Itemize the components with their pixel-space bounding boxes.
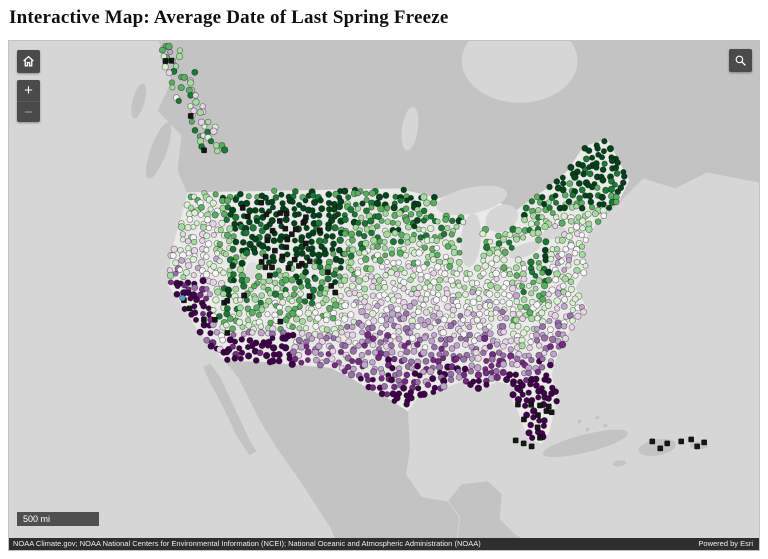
zoom-control: + − bbox=[17, 80, 40, 122]
powered-by-esri[interactable]: Powered by Esri bbox=[698, 539, 753, 548]
home-button[interactable] bbox=[17, 50, 40, 73]
zoom-in-button[interactable]: + bbox=[24, 82, 33, 99]
home-icon bbox=[23, 55, 34, 67]
page-title: Interactive Map: Average Date of Last Sp… bbox=[9, 7, 449, 28]
scale-bar: 500 mi bbox=[17, 512, 99, 526]
attribution-sources: NOAA Climate.gov; NOAA National Centers … bbox=[13, 539, 481, 548]
zoom-out-button[interactable]: − bbox=[17, 101, 40, 122]
map-canvas[interactable] bbox=[9, 41, 759, 550]
search-button[interactable] bbox=[729, 49, 752, 72]
attribution-bar: NOAA Climate.gov; NOAA National Centers … bbox=[9, 538, 759, 550]
search-icon bbox=[735, 55, 746, 66]
map-container[interactable]: + − 500 mi NOAA Climate.gov; NOAA Nation… bbox=[8, 40, 760, 551]
